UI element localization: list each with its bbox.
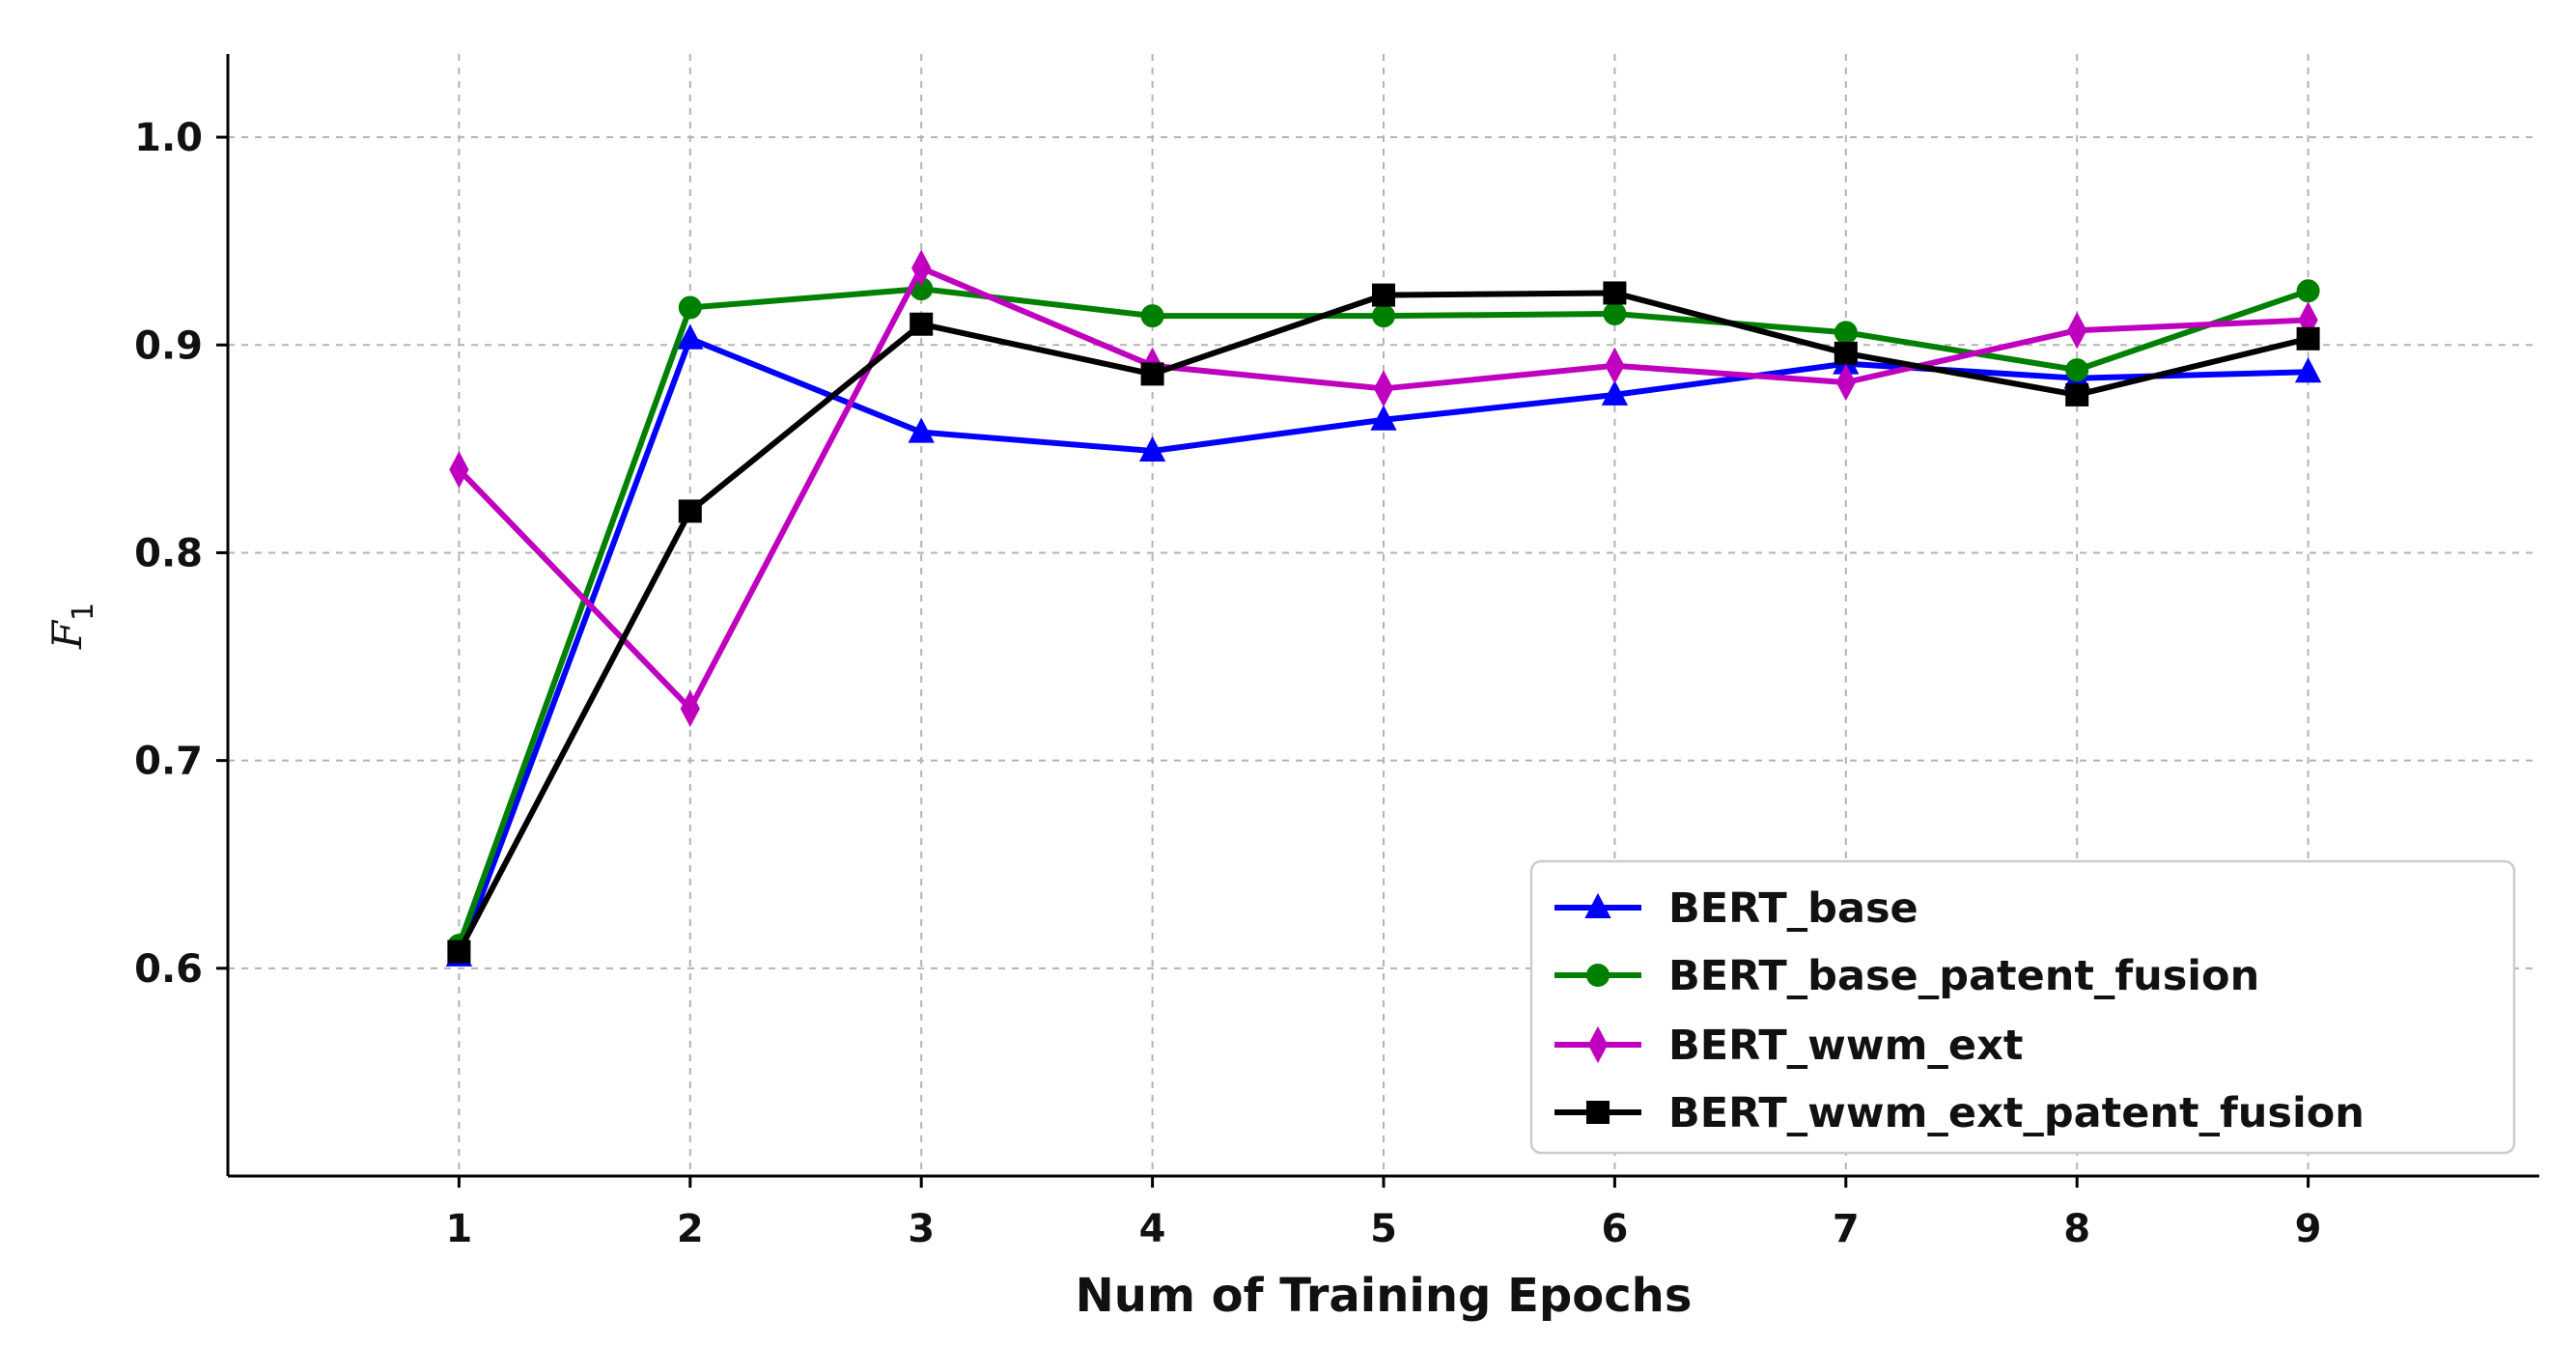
y-axis-label-subscript: 1	[67, 603, 100, 621]
series-bert-base-patent-fusion	[447, 277, 2320, 958]
legend-label: BERT_wwm_ext	[1668, 1022, 2023, 1070]
data-point-bert-base-patent-fusion	[1372, 304, 1395, 328]
data-point-bert-wwm-ext	[1605, 347, 1625, 384]
data-point-bert-base-patent-fusion	[678, 295, 702, 320]
x-axis-label: Num of Training Epochs	[1076, 1269, 1693, 1323]
x-tick-label: 7	[1833, 1207, 1860, 1251]
data-point-bert-base	[1601, 379, 1629, 406]
legend-marker	[1587, 1025, 1609, 1064]
x-tick-label: 9	[2295, 1207, 2322, 1251]
data-point-bert-wwm-ext	[1373, 370, 1394, 407]
data-point-bert-wwm-ext	[2067, 312, 2087, 350]
data-point-bert-base	[908, 417, 935, 443]
y-tick-label: 0.8	[134, 531, 203, 575]
legend-marker	[1584, 892, 1611, 918]
data-point-bert-base-patent-fusion	[1603, 301, 1627, 325]
data-point-bert-wwm-ext-patent-fusion	[1834, 341, 1858, 365]
legend-marker	[1586, 1101, 1610, 1124]
legend-label: BERT_base_patent_fusion	[1668, 952, 2259, 1000]
y-tick-label: 0.6	[134, 947, 203, 992]
data-point-bert-base	[1370, 405, 1397, 431]
y-axis-label-main: F	[43, 619, 91, 650]
data-point-bert-base	[1138, 435, 1166, 463]
legend-label: BERT_base	[1668, 884, 1918, 933]
data-point-bert-wwm-ext	[449, 451, 469, 489]
y-tick-label: 0.9	[134, 323, 203, 368]
y-tick-label: 1.0	[134, 116, 203, 160]
x-tick-label: 3	[908, 1207, 935, 1251]
y-ticks: 0.6 0.7 0.8 0.9 1.0	[134, 116, 228, 992]
legend-item-bert-base-patent-fusion: BERT_base_patent_fusion	[1554, 952, 2259, 1000]
data-point-bert-wwm-ext-patent-fusion	[2065, 382, 2089, 407]
data-point-bert-wwm-ext-patent-fusion	[2296, 326, 2320, 351]
data-point-bert-base	[2294, 357, 2322, 383]
data-point-bert-base-patent-fusion	[2065, 358, 2089, 382]
data-point-bert-base-patent-fusion	[1834, 321, 1858, 345]
series	[445, 249, 2322, 967]
data-point-bert-base-patent-fusion	[2296, 279, 2320, 303]
series-bert-wwm-ext-patent-fusion	[447, 281, 2320, 964]
y-tick-label: 0.7	[134, 740, 203, 784]
data-point-bert-wwm-ext-patent-fusion	[910, 312, 934, 336]
data-point-bert-wwm-ext-patent-fusion	[678, 499, 702, 523]
x-ticks: 1 2 3 4 5 6 7 8 9	[445, 1176, 2322, 1251]
legend-box	[1529, 859, 2516, 1155]
svg-text:F1: F1	[43, 603, 100, 650]
data-point-bert-wwm-ext-patent-fusion	[1140, 362, 1164, 386]
legend-marker	[1586, 964, 1610, 987]
data-point-bert-wwm-ext-patent-fusion	[1603, 281, 1627, 305]
x-tick-label: 2	[677, 1207, 704, 1251]
x-tick-label: 6	[1601, 1207, 1628, 1251]
x-tick-label: 5	[1370, 1207, 1397, 1251]
legend-items: BERT_base BERT_base_patent_fusion BERT_wwm…	[1554, 884, 2365, 1137]
x-tick-label: 1	[445, 1207, 472, 1251]
legend-item-bert-wwm-ext-patent-fusion: BERT_wwm_ext_patent_fusion	[1554, 1089, 2365, 1137]
x-tick-label: 4	[1139, 1207, 1166, 1251]
legend-label: BERT_wwm_ext_patent_fusion	[1668, 1089, 2365, 1137]
legend: BERT_base BERT_base_patent_fusion BERT_wwm…	[1529, 859, 2516, 1155]
data-point-bert-wwm-ext-patent-fusion	[447, 939, 471, 964]
data-point-bert-wwm-ext	[1835, 363, 1856, 402]
legend-item-bert-wwm-ext: BERT_wwm_ext	[1554, 1022, 2023, 1070]
y-axis-label: F1	[43, 603, 100, 650]
data-point-bert-wwm-ext-patent-fusion	[1372, 283, 1395, 307]
data-point-bert-wwm-ext	[911, 249, 932, 287]
data-point-bert-base-patent-fusion	[1140, 304, 1164, 328]
x-tick-label: 8	[2063, 1207, 2090, 1251]
legend-item-bert-base: BERT_base	[1554, 884, 1918, 933]
data-point-bert-base	[677, 323, 704, 350]
data-point-bert-wwm-ext	[680, 689, 700, 727]
